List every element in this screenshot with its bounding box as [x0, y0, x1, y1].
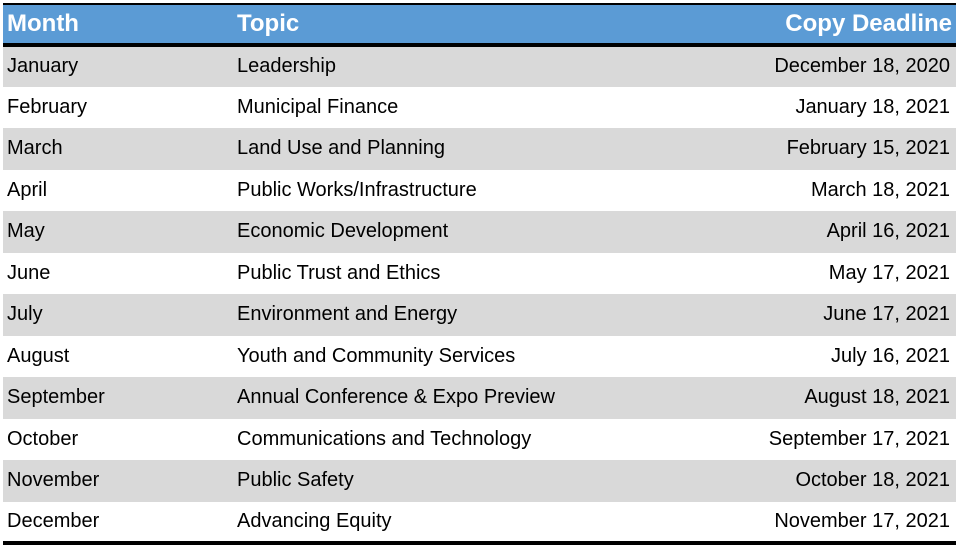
- editorial-schedule-table: Month Topic Copy Deadline January Leader…: [3, 3, 956, 545]
- table-row: November Public Safety October 18, 2021: [3, 460, 956, 502]
- cell-month: September: [7, 386, 105, 409]
- cell-month: August: [7, 344, 70, 367]
- cell-deadline: December 18, 2020: [774, 55, 950, 78]
- cell-month: March: [7, 137, 63, 160]
- cell-month: January: [7, 55, 79, 78]
- cell-topic: Environment and Energy: [237, 303, 458, 326]
- table-row: March Land Use and Planning February 15,…: [3, 128, 956, 170]
- cell-topic: Leadership: [237, 55, 336, 78]
- cell-topic: Advancing Equity: [233, 501, 653, 545]
- cell-month: October: [7, 427, 79, 450]
- cell-deadline: February 15, 2021: [786, 137, 950, 160]
- cell-month: November: [7, 469, 100, 492]
- cell-topic: Municipal Finance: [237, 95, 399, 118]
- table-header: Month Topic Copy Deadline: [3, 3, 956, 47]
- table-row: September Annual Conference & Expo Previ…: [3, 377, 956, 419]
- table-row: July Environment and Energy June 17, 202…: [3, 294, 956, 336]
- cell-deadline: October 18, 2021: [795, 469, 950, 492]
- table-row: April Public Works/Infrastructure March …: [3, 169, 956, 211]
- table-row: December Advancing Equity November 17, 2…: [3, 501, 956, 545]
- cell-deadline: May 17, 2021: [828, 261, 950, 284]
- header-copy-deadline: Copy Deadline: [653, 3, 956, 47]
- cell-deadline: January 18, 2021: [795, 95, 950, 118]
- table-row: January Leadership December 18, 2020: [3, 45, 956, 87]
- table-row: February Municipal Finance January 18, 2…: [3, 86, 956, 128]
- cell-deadline: November 17, 2021: [653, 501, 956, 545]
- table-row: August Youth and Community Services July…: [3, 335, 956, 377]
- cell-topic: Annual Conference & Expo Preview: [237, 386, 555, 409]
- cell-month: April: [7, 178, 48, 201]
- cell-month: February: [7, 95, 88, 118]
- cell-topic: Youth and Community Services: [237, 344, 516, 367]
- cell-month: July: [7, 303, 43, 326]
- cell-month: December: [3, 501, 233, 545]
- cell-topic: Economic Development: [237, 220, 449, 243]
- header-topic: Topic: [233, 3, 653, 47]
- cell-topic: Public Safety: [237, 469, 354, 492]
- cell-month: May: [7, 220, 45, 243]
- cell-deadline: June 17, 2021: [823, 303, 950, 326]
- table-body: January Leadership December 18, 2020 Feb…: [3, 45, 956, 545]
- schedule-table-container: Month Topic Copy Deadline January Leader…: [3, 3, 956, 545]
- table-row: June Public Trust and Ethics May 17, 202…: [3, 252, 956, 294]
- cell-deadline: March 18, 2021: [811, 178, 950, 201]
- cell-topic: Land Use and Planning: [237, 137, 445, 160]
- cell-deadline: July 16, 2021: [831, 344, 950, 367]
- table-row: May Economic Development April 16, 2021: [3, 211, 956, 253]
- cell-deadline: August 18, 2021: [804, 386, 950, 409]
- cell-topic: Public Trust and Ethics: [237, 261, 441, 284]
- cell-deadline: April 16, 2021: [826, 220, 950, 243]
- cell-topic: Communications and Technology: [237, 427, 532, 450]
- table-row: October Communications and Technology Se…: [3, 418, 956, 460]
- header-month: Month: [3, 3, 233, 47]
- cell-month: June: [7, 261, 51, 284]
- header-row: Month Topic Copy Deadline: [3, 3, 956, 47]
- cell-topic: Public Works/Infrastructure: [237, 178, 477, 201]
- cell-deadline: September 17, 2021: [768, 427, 950, 450]
